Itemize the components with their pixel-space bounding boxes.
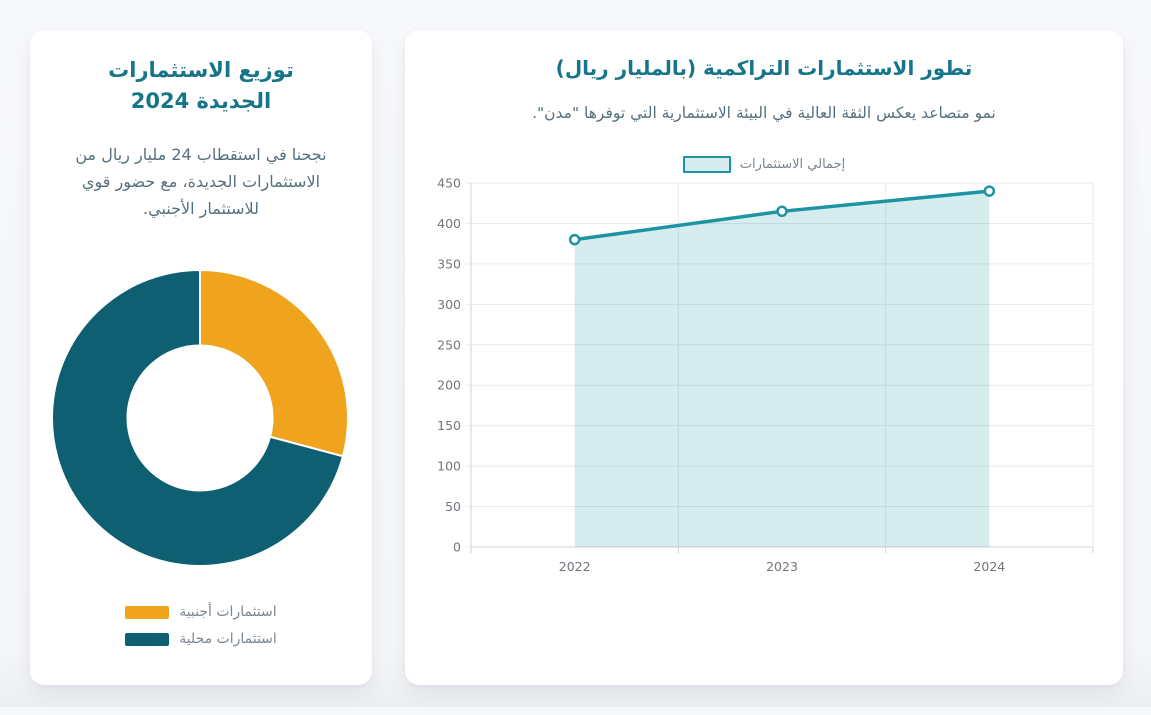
svg-text:350: 350 bbox=[437, 256, 461, 271]
legend-item-local-investments[interactable]: استثمارات محلية bbox=[125, 631, 277, 647]
new-investments-distribution-card: توزيع الاستثمارات الجديدة 2024 نجحنا في … bbox=[30, 30, 372, 685]
svg-text:400: 400 bbox=[437, 216, 461, 231]
total-investments-label: إجمالي الاستثمارات bbox=[739, 157, 846, 172]
svg-text:2022: 2022 bbox=[559, 559, 591, 574]
foreign-investments-swatch bbox=[125, 605, 170, 619]
svg-text:450: 450 bbox=[437, 176, 461, 191]
legend-item-foreign-investments[interactable]: استثمارات أجنبية bbox=[125, 604, 277, 620]
donut-card-title: توزيع الاستثمارات الجديدة 2024 bbox=[108, 58, 294, 113]
svg-text:2023: 2023 bbox=[766, 559, 798, 574]
total-investments-swatch bbox=[682, 156, 731, 173]
legend-item-total-investments[interactable]: إجمالي الاستثمارات bbox=[682, 156, 846, 173]
svg-text:200: 200 bbox=[437, 378, 461, 393]
foreign-investments-label: استثمارات أجنبية bbox=[179, 604, 277, 620]
svg-text:50: 50 bbox=[445, 499, 461, 514]
svg-text:250: 250 bbox=[437, 337, 461, 352]
line-card-subtitle: نمو متصاعد يعكس الثقة العالية في البيئة … bbox=[532, 104, 996, 122]
svg-text:0: 0 bbox=[453, 540, 461, 555]
donut-card-description: نجحنا في استقطاب 24 مليار ريال من الاستث… bbox=[75, 145, 327, 218]
svg-text:300: 300 bbox=[437, 297, 461, 312]
local-investments-label: استثمارات محلية bbox=[179, 631, 277, 647]
line-card-title: تطور الاستثمارات التراكمية (بالمليار ريا… bbox=[555, 56, 973, 80]
svg-text:150: 150 bbox=[437, 418, 461, 433]
investments-donut-chart[interactable] bbox=[52, 268, 348, 568]
cumulative-investments-card: تطور الاستثمارات التراكمية (بالمليار ريا… bbox=[405, 30, 1123, 685]
local-investments-swatch bbox=[125, 632, 170, 646]
donut-legend: استثمارات أجنبية استثمارات محلية bbox=[125, 604, 277, 647]
cumulative-investments-area-chart[interactable]: 0 50 100 150 200 250 300 350 400 450 2022 2023 2024 bbox=[405, 173, 1123, 583]
svg-text:100: 100 bbox=[437, 459, 461, 474]
svg-text:2024: 2024 bbox=[973, 559, 1005, 574]
